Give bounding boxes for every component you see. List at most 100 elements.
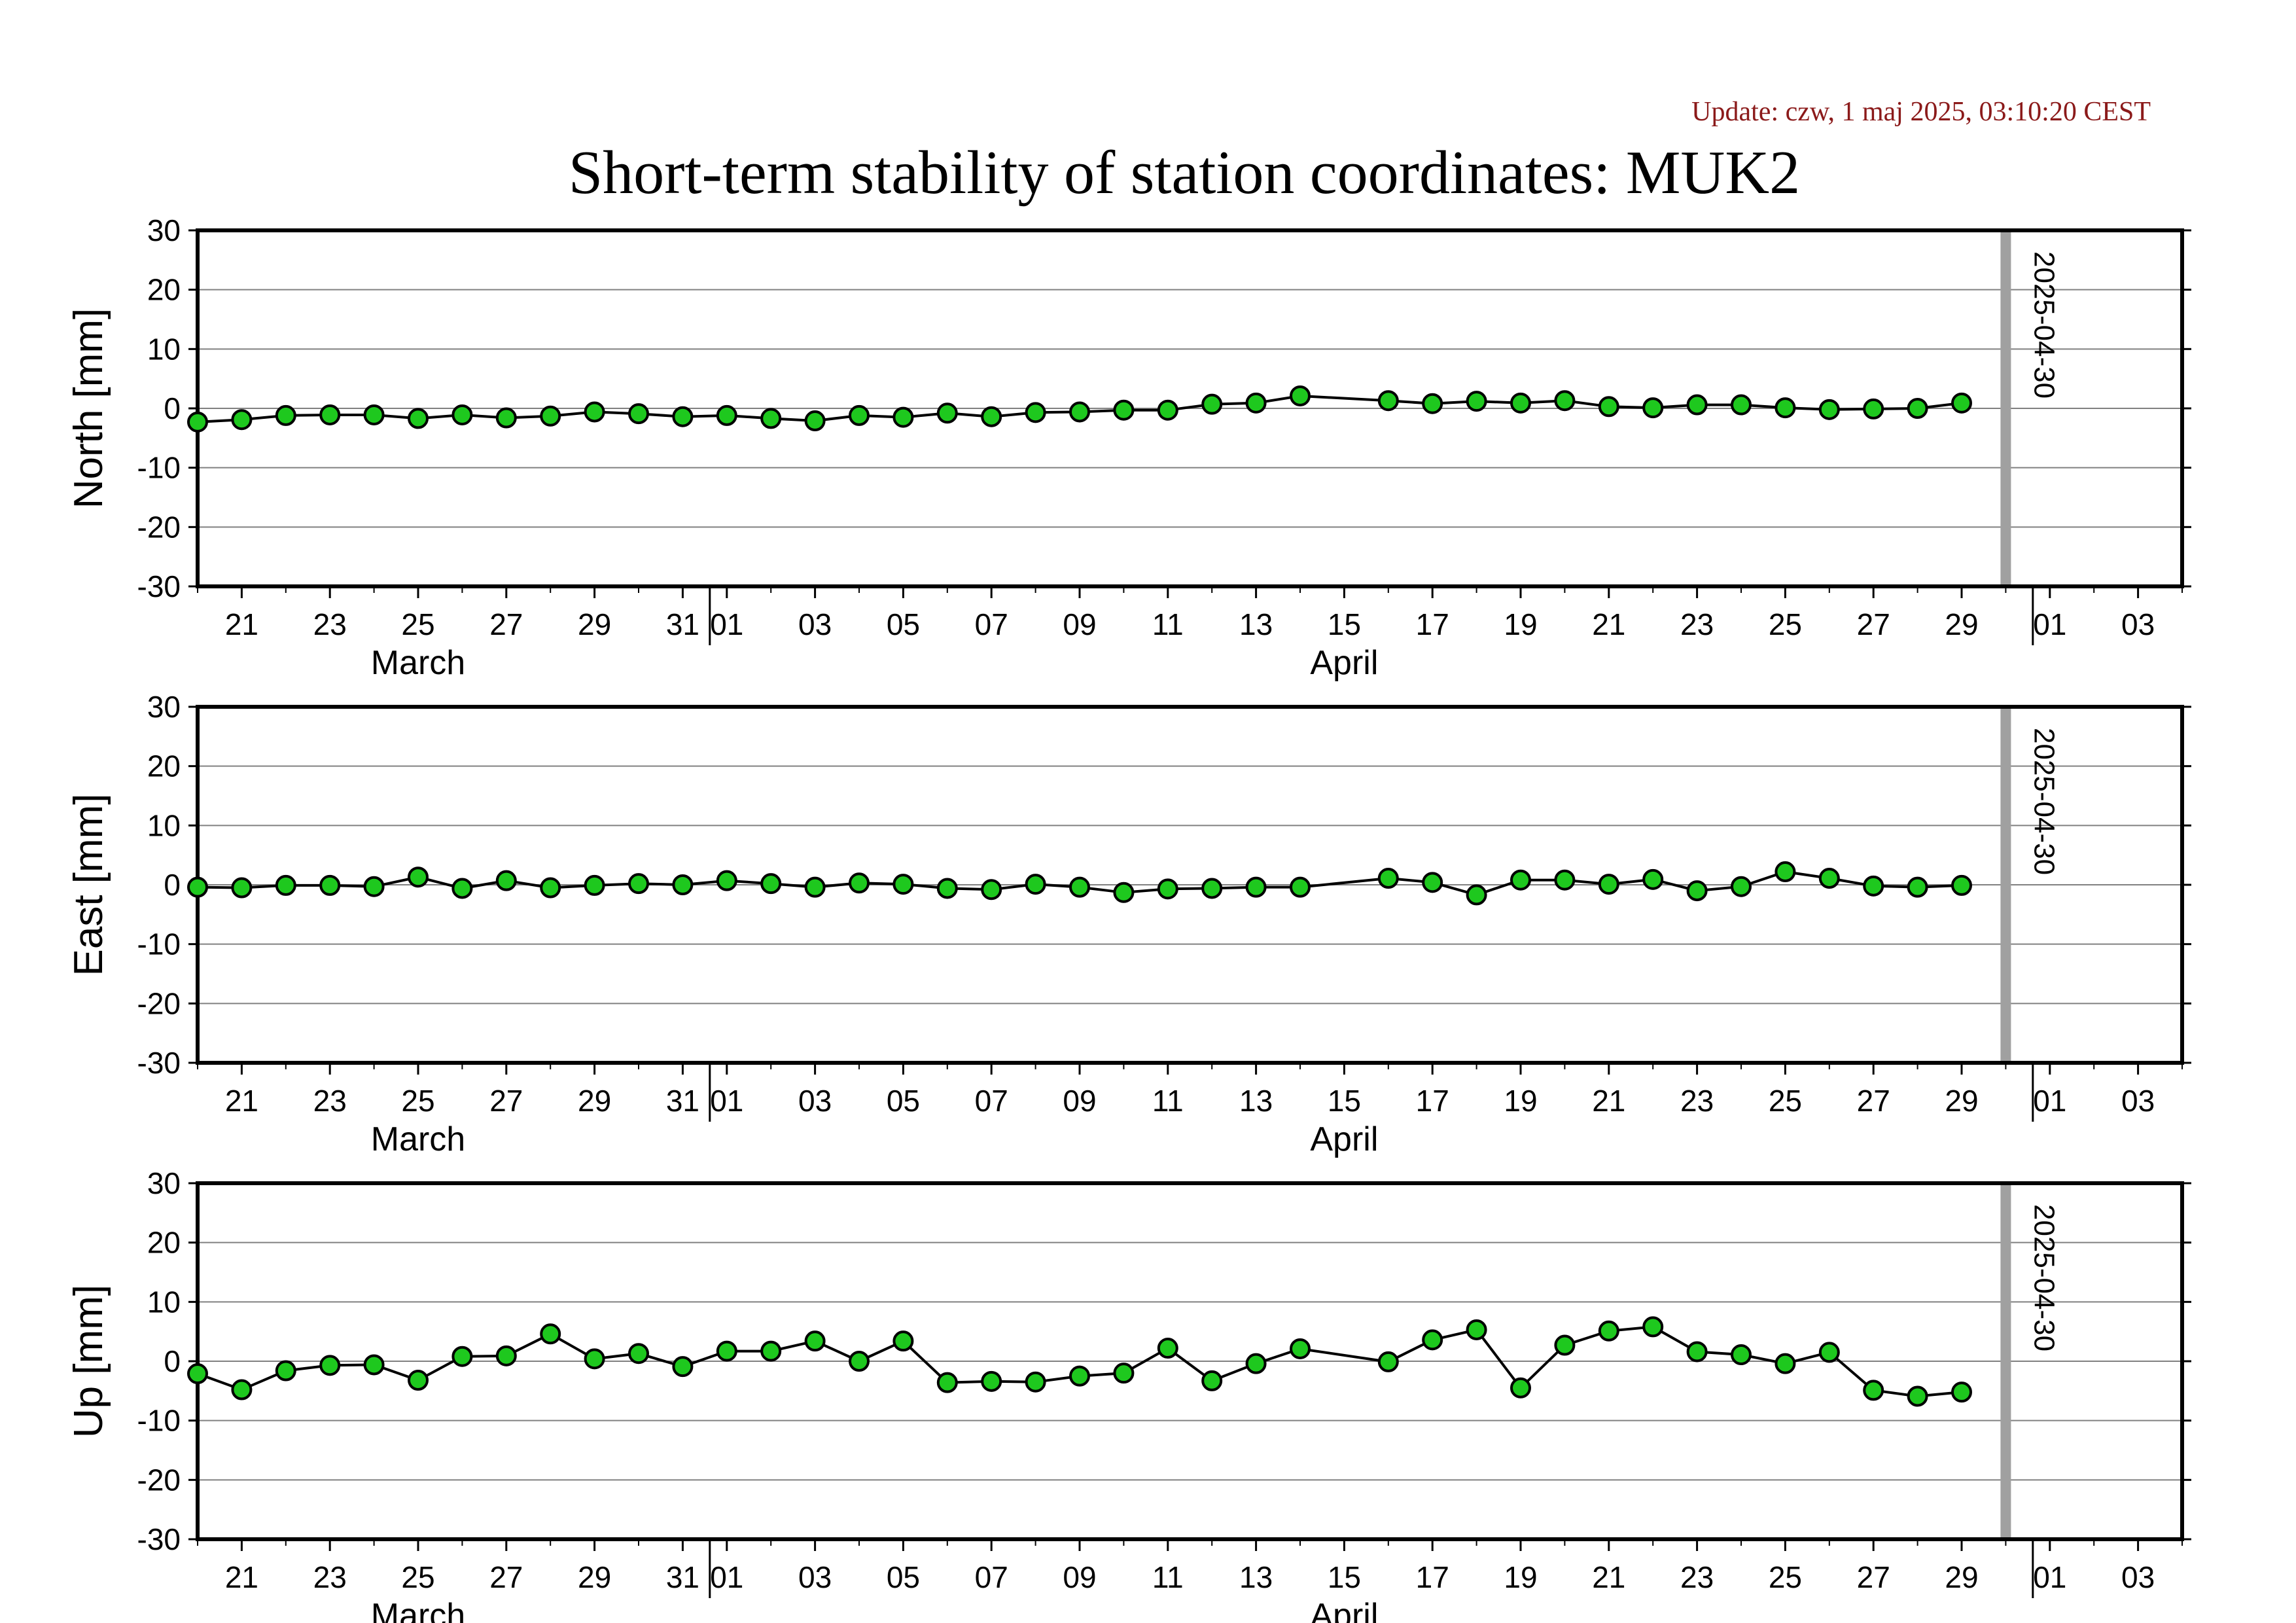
x-tick-label: 07	[975, 607, 1008, 641]
x-tick-label: 21	[225, 1560, 258, 1594]
y-tick-label: 30	[147, 1166, 181, 1200]
y-axis-label: East [mm]	[66, 793, 111, 976]
data-point	[451, 1346, 473, 1367]
data-point	[892, 406, 914, 428]
x-tick-label: 01	[710, 1084, 743, 1118]
data-point	[1642, 1316, 1664, 1338]
data-point	[716, 1340, 737, 1362]
data-point	[275, 1360, 296, 1382]
data-point	[1907, 876, 1928, 898]
data-point	[1069, 401, 1090, 423]
data-point	[187, 1363, 208, 1385]
data-point	[1290, 1338, 1311, 1359]
data-point	[1113, 1363, 1135, 1384]
x-tick-label: 03	[2121, 1560, 2155, 1594]
x-tick-label: 13	[1239, 607, 1273, 641]
data-point	[1554, 869, 1576, 891]
x-tick-label: 27	[489, 1560, 523, 1594]
x-tick-label: 21	[1592, 1560, 1625, 1594]
data-point	[1157, 1338, 1178, 1359]
x-tick-label: 25	[1769, 607, 1802, 641]
x-tick-label: 19	[1504, 1560, 1537, 1594]
x-tick-label: 01	[710, 1560, 743, 1594]
data-point	[716, 870, 737, 891]
data-point	[1510, 869, 1531, 891]
data-point	[187, 876, 208, 898]
data-point	[1686, 394, 1708, 416]
data-point	[849, 872, 870, 894]
data-point	[275, 874, 296, 896]
y-tick-label: -30	[137, 1046, 181, 1080]
chart-title: Short-term stability of station coordina…	[569, 139, 1800, 207]
data-point	[495, 870, 517, 891]
data-point	[804, 410, 826, 432]
data-point	[584, 874, 605, 896]
data-point	[1377, 390, 1399, 412]
data-point	[275, 404, 296, 426]
data-point	[1201, 393, 1223, 415]
x-tick-label: 29	[1945, 1560, 1978, 1594]
data-point	[1951, 874, 1972, 896]
data-point	[1201, 878, 1223, 899]
y-tick-label: -30	[137, 1522, 181, 1556]
data-point	[187, 411, 208, 433]
month-label: April	[1310, 1597, 1378, 1623]
y-tick-label: 10	[147, 1285, 181, 1319]
data-point	[1069, 876, 1090, 898]
data-point	[1818, 868, 1840, 889]
data-point	[1863, 398, 1884, 419]
data-point	[231, 409, 253, 431]
month-label: March	[371, 1597, 465, 1623]
data-point	[584, 401, 605, 423]
x-tick-label: 29	[578, 1084, 611, 1118]
x-tick-label: 23	[1680, 607, 1714, 641]
x-tick-label: 27	[489, 1084, 523, 1118]
y-tick-label: 20	[147, 1226, 181, 1260]
data-point	[1598, 396, 1619, 418]
data-point	[1818, 399, 1840, 420]
month-label: April	[1310, 1120, 1378, 1158]
x-tick-label: 23	[313, 1560, 347, 1594]
y-tick-label: 0	[164, 391, 181, 425]
data-point	[1642, 868, 1664, 890]
y-tick-label: -20	[137, 510, 181, 544]
x-tick-label: 27	[1857, 1560, 1890, 1594]
x-tick-label: 21	[1592, 1084, 1625, 1118]
y-tick-label: 20	[147, 749, 181, 783]
data-point	[1466, 391, 1487, 412]
data-point	[1290, 876, 1311, 898]
data-point	[540, 1323, 561, 1345]
series-line	[197, 1325, 1962, 1398]
data-point	[1377, 1351, 1399, 1372]
x-tick-label: 05	[887, 1560, 920, 1594]
data-point	[760, 1340, 782, 1362]
data-point	[451, 878, 473, 899]
data-point	[936, 402, 958, 424]
data-point	[1290, 385, 1311, 406]
data-point	[408, 1370, 429, 1391]
data-point	[540, 877, 561, 899]
x-tick-label: 29	[1945, 607, 1978, 641]
x-tick-label: 31	[666, 1084, 699, 1118]
data-point	[1113, 882, 1135, 903]
x-tick-label: 25	[401, 1084, 434, 1118]
data-point	[760, 408, 782, 429]
x-tick-label: 29	[578, 1560, 611, 1594]
x-tick-label: 01	[710, 607, 743, 641]
x-tick-label: 29	[578, 607, 611, 641]
data-point	[1775, 397, 1796, 419]
series-line	[197, 870, 1962, 897]
x-tick-label: 13	[1239, 1560, 1273, 1594]
data-point	[628, 403, 649, 425]
data-point	[672, 406, 694, 427]
x-tick-label: 03	[798, 1084, 832, 1118]
data-point	[981, 879, 1002, 901]
data-point	[672, 1356, 694, 1378]
x-tick-label: 13	[1239, 1084, 1273, 1118]
data-point	[408, 408, 429, 429]
x-tick-label: 23	[1680, 1084, 1714, 1118]
panel-east: 2025-04-30 30 20 10 0 -10 -20 -30 21 23 25 27 29 31 01…	[66, 690, 2191, 1158]
data-point	[540, 405, 561, 427]
data-point	[1775, 861, 1796, 883]
